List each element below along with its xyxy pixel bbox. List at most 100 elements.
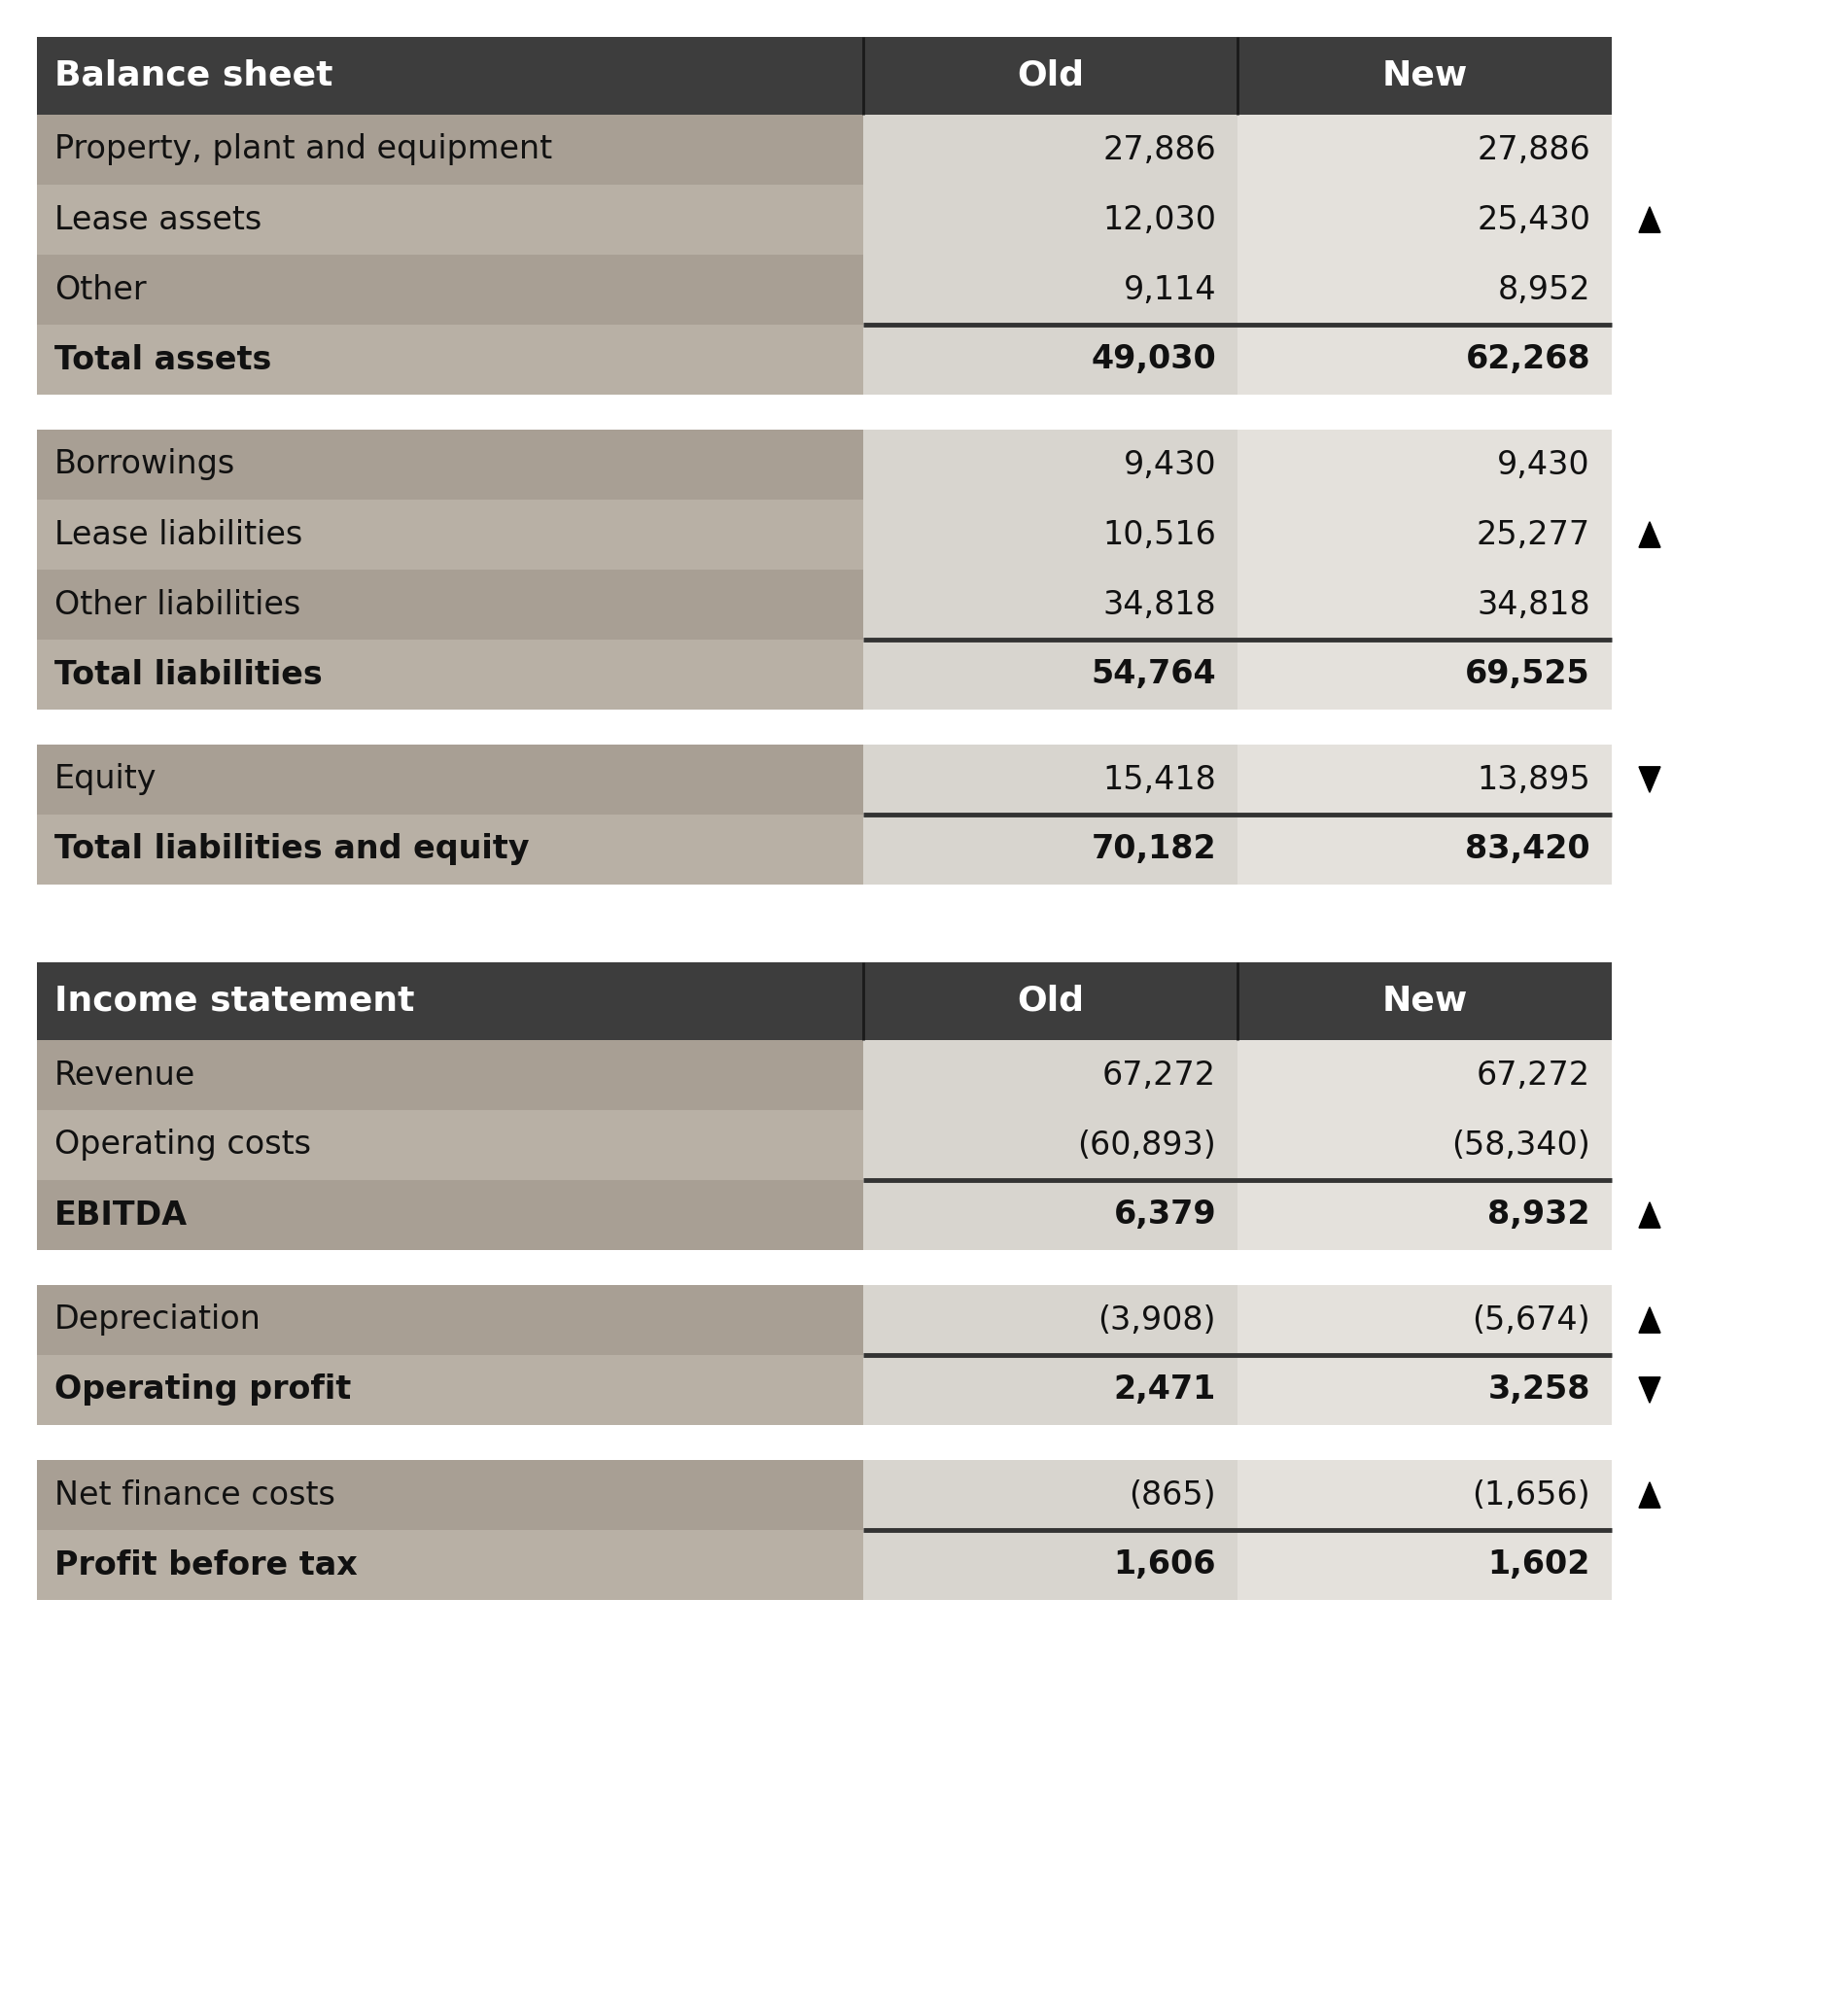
Bar xyxy=(37,1111,863,1179)
Text: 8,932: 8,932 xyxy=(1489,1200,1590,1232)
Text: Other liabilities: Other liabilities xyxy=(54,589,301,621)
Text: Borrowings: Borrowings xyxy=(54,450,236,480)
Text: 70,182: 70,182 xyxy=(1092,833,1215,865)
Bar xyxy=(37,1530,863,1601)
Bar xyxy=(37,36,1612,115)
Text: Lease liabilities: Lease liabilities xyxy=(54,518,303,550)
Bar xyxy=(37,325,863,395)
Text: Income statement: Income statement xyxy=(54,984,414,1018)
Bar xyxy=(1237,814,1612,885)
Text: 1,606: 1,606 xyxy=(1114,1548,1215,1581)
Text: 2,471: 2,471 xyxy=(1114,1375,1215,1405)
Bar xyxy=(1237,1460,1612,1530)
Bar xyxy=(863,429,1237,500)
Text: New: New xyxy=(1382,984,1468,1018)
Bar xyxy=(863,1460,1237,1530)
Bar xyxy=(863,185,1237,254)
Text: (1,656): (1,656) xyxy=(1472,1480,1590,1512)
Bar xyxy=(37,639,863,710)
Text: 1,602: 1,602 xyxy=(1489,1548,1590,1581)
Text: 12,030: 12,030 xyxy=(1103,204,1215,236)
Bar xyxy=(863,325,1237,395)
Bar xyxy=(37,571,863,639)
Text: 27,886: 27,886 xyxy=(1478,133,1590,165)
Bar xyxy=(863,1530,1237,1601)
Bar xyxy=(37,1179,863,1250)
Text: 67,272: 67,272 xyxy=(1103,1058,1215,1091)
Bar xyxy=(37,1040,863,1111)
Bar xyxy=(863,1111,1237,1179)
Text: Balance sheet: Balance sheet xyxy=(54,58,332,93)
Text: EBITDA: EBITDA xyxy=(54,1200,188,1232)
Text: Operating costs: Operating costs xyxy=(54,1129,310,1161)
Bar xyxy=(1237,1179,1612,1250)
Text: Total assets: Total assets xyxy=(54,343,272,375)
Text: 54,764: 54,764 xyxy=(1092,659,1215,691)
Bar xyxy=(863,639,1237,710)
Bar xyxy=(1237,744,1612,814)
Text: 13,895: 13,895 xyxy=(1478,764,1590,796)
Bar xyxy=(863,744,1237,814)
Bar xyxy=(37,185,863,254)
Bar xyxy=(37,254,863,325)
Text: 3,258: 3,258 xyxy=(1489,1375,1590,1405)
Text: 34,818: 34,818 xyxy=(1103,589,1215,621)
Text: 62,268: 62,268 xyxy=(1465,343,1590,375)
Text: 25,277: 25,277 xyxy=(1476,518,1590,550)
Bar xyxy=(37,1355,863,1425)
Bar xyxy=(37,115,863,185)
Bar xyxy=(1237,115,1612,185)
Bar xyxy=(1237,1040,1612,1111)
Text: (865): (865) xyxy=(1129,1480,1215,1512)
Text: 8,952: 8,952 xyxy=(1498,274,1590,306)
Text: 9,114: 9,114 xyxy=(1123,274,1215,306)
Bar xyxy=(1237,639,1612,710)
Bar xyxy=(1237,1284,1612,1355)
Text: Equity: Equity xyxy=(54,764,157,796)
Bar xyxy=(37,500,863,571)
Text: 67,272: 67,272 xyxy=(1476,1058,1590,1091)
Text: Profit before tax: Profit before tax xyxy=(54,1548,358,1581)
Text: New: New xyxy=(1382,58,1468,93)
Text: Lease assets: Lease assets xyxy=(54,204,262,236)
Polygon shape xyxy=(1638,208,1660,232)
Text: Operating profit: Operating profit xyxy=(54,1375,351,1405)
Text: 10,516: 10,516 xyxy=(1103,518,1215,550)
Text: Total liabilities: Total liabilities xyxy=(54,659,323,691)
Bar xyxy=(1237,500,1612,571)
Text: Property, plant and equipment: Property, plant and equipment xyxy=(54,133,552,165)
Text: 9,430: 9,430 xyxy=(1123,450,1215,480)
Text: 9,430: 9,430 xyxy=(1498,450,1590,480)
Bar xyxy=(37,744,863,814)
Bar xyxy=(863,500,1237,571)
Text: (60,893): (60,893) xyxy=(1077,1129,1215,1161)
Bar xyxy=(863,571,1237,639)
Text: 27,886: 27,886 xyxy=(1103,133,1215,165)
Text: Net finance costs: Net finance costs xyxy=(54,1480,336,1512)
Text: (5,674): (5,674) xyxy=(1472,1304,1590,1337)
Text: 34,818: 34,818 xyxy=(1478,589,1590,621)
Polygon shape xyxy=(1638,766,1660,792)
Text: (58,340): (58,340) xyxy=(1452,1129,1590,1161)
Bar xyxy=(863,254,1237,325)
Bar xyxy=(1237,254,1612,325)
Text: 83,420: 83,420 xyxy=(1465,833,1590,865)
Bar xyxy=(37,429,863,500)
Text: Revenue: Revenue xyxy=(54,1058,196,1091)
Bar xyxy=(863,1179,1237,1250)
Polygon shape xyxy=(1638,1202,1660,1228)
Text: 49,030: 49,030 xyxy=(1092,343,1215,375)
Bar xyxy=(37,1460,863,1530)
Polygon shape xyxy=(1638,1306,1660,1333)
Text: Old: Old xyxy=(1018,58,1084,93)
Bar xyxy=(1237,429,1612,500)
Bar xyxy=(1237,1111,1612,1179)
Bar xyxy=(37,1284,863,1355)
Text: 15,418: 15,418 xyxy=(1103,764,1215,796)
Bar xyxy=(1237,1530,1612,1601)
Bar xyxy=(863,115,1237,185)
Polygon shape xyxy=(1638,1482,1660,1508)
Bar xyxy=(37,962,1612,1040)
Polygon shape xyxy=(1638,1377,1660,1403)
Bar xyxy=(863,814,1237,885)
